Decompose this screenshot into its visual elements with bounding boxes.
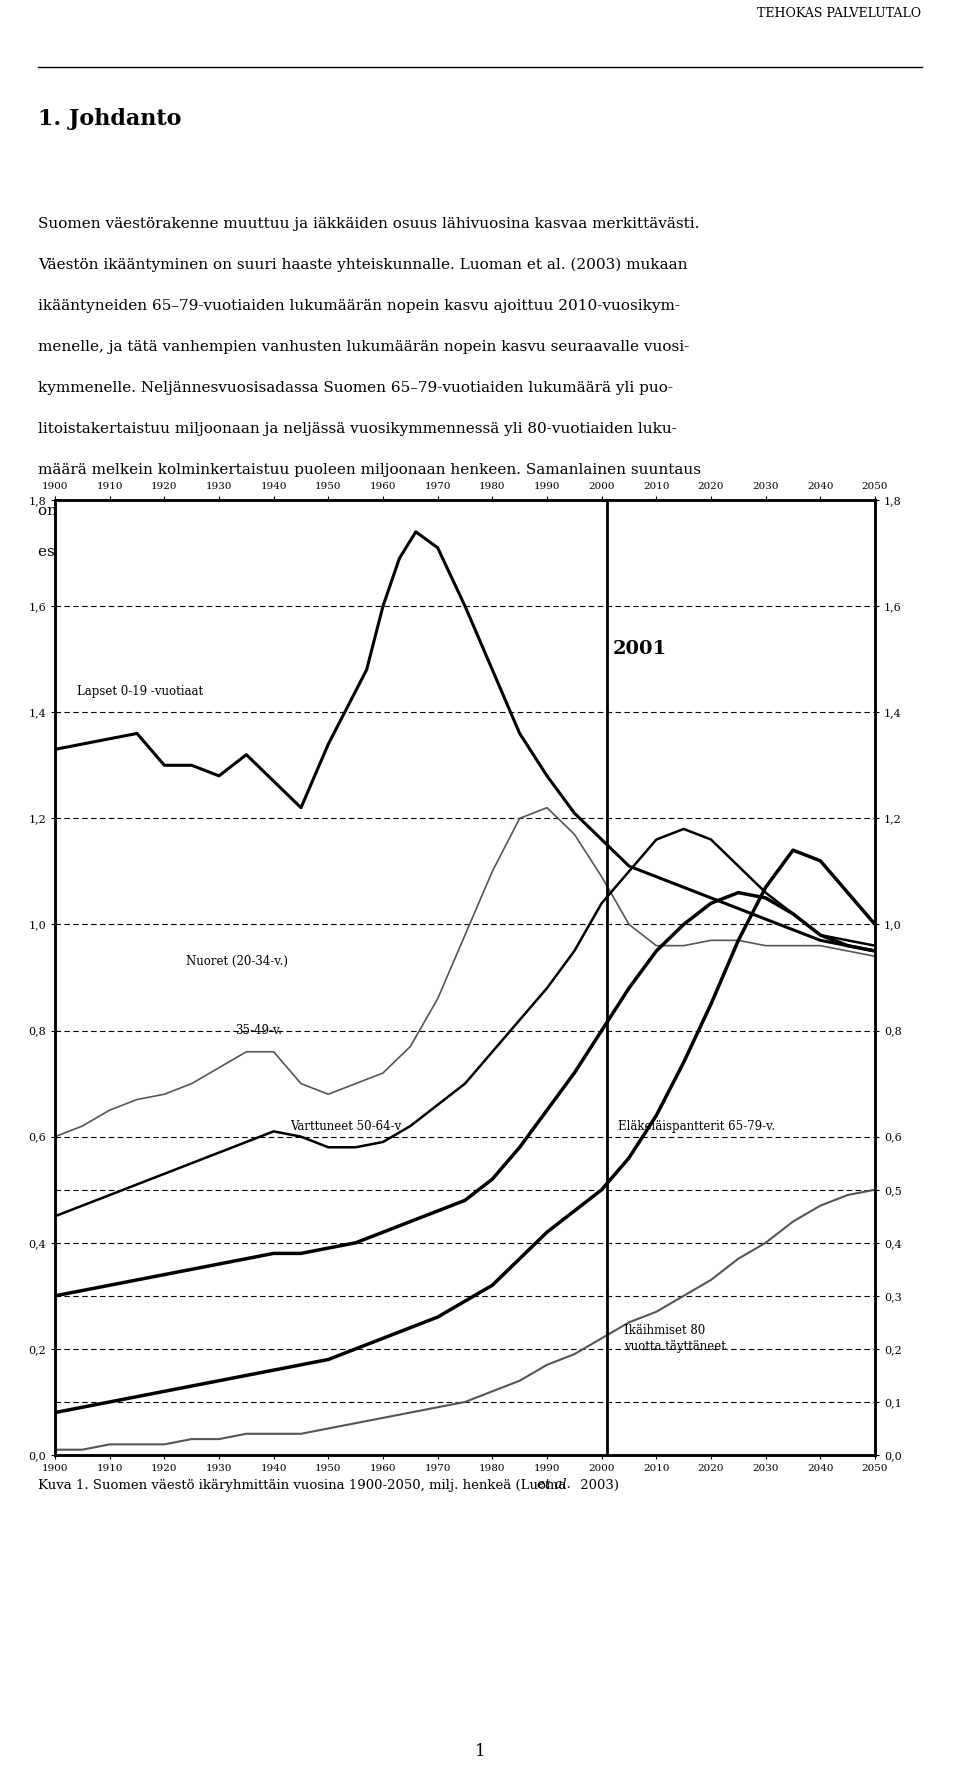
Text: Eläkeläispantterit 65-79-v.: Eläkeläispantterit 65-79-v. xyxy=(618,1120,775,1132)
Text: Kuva 1. Suomen väestö ikäryhmittäin vuosina 1900-2050, milj. henkeä (Luoma: Kuva 1. Suomen väestö ikäryhmittäin vuos… xyxy=(38,1479,571,1491)
Text: 35-49-v.: 35-49-v. xyxy=(235,1023,282,1038)
Text: kymmenelle. Neljännesvuosisadassa Suomen 65–79-vuotiaiden lukumäärä yli puo-: kymmenelle. Neljännesvuosisadassa Suomen… xyxy=(38,380,673,395)
Text: litoistakertaistuu miljoonaan ja neljässä vuosikymmennessä yli 80-vuotiaiden luk: litoistakertaistuu miljoonaan ja neljäss… xyxy=(38,421,677,436)
Text: 2003): 2003) xyxy=(576,1479,619,1491)
Text: Varttuneet 50-64-v: Varttuneet 50-64-v xyxy=(290,1120,401,1132)
Text: TEHOKAS PALVELUTALO: TEHOKAS PALVELUTALO xyxy=(757,7,922,20)
Text: on havaittavissa myös muissa länsimaissa. Kuvassa 1 on esitetty arvio Suomen vä-: on havaittavissa myös muissa länsimaissa… xyxy=(38,504,673,518)
Text: Lapset 0-19 -vuotiaat: Lapset 0-19 -vuotiaat xyxy=(77,684,203,698)
Text: estöstä ikäryhmittäin vuosina 1900-2050.: estöstä ikäryhmittäin vuosina 1900-2050. xyxy=(38,545,359,559)
Text: Ikäihmiset 80
vuotta täyttäneet: Ikäihmiset 80 vuotta täyttäneet xyxy=(624,1323,726,1352)
Text: et al.: et al. xyxy=(538,1479,571,1491)
Text: 2001: 2001 xyxy=(612,639,667,657)
Text: Väestön ikääntyminen on suuri haaste yhteiskunnalle. Luoman et al. (2003) mukaan: Väestön ikääntyminen on suuri haaste yht… xyxy=(38,257,688,271)
Text: Nuoret (20-34-v.): Nuoret (20-34-v.) xyxy=(186,956,288,968)
Text: menelle, ja tätä vanhempien vanhusten lukumäärän nopein kasvu seuraavalle vuosi-: menelle, ja tätä vanhempien vanhusten lu… xyxy=(38,339,689,354)
Text: 1: 1 xyxy=(474,1743,486,1759)
Text: määrä melkein kolminkertaistuu puoleen miljoonaan henkeen. Samanlainen suuntaus: määrä melkein kolminkertaistuu puoleen m… xyxy=(38,463,702,477)
Text: ikääntyneiden 65–79-vuotiaiden lukumäärän nopein kasvu ajoittuu 2010-vuosikym-: ikääntyneiden 65–79-vuotiaiden lukumäärä… xyxy=(38,298,681,313)
Text: Suomen väestörakenne muuttuu ja iäkkäiden osuus lähivuosina kasvaa merkittävästi: Suomen väestörakenne muuttuu ja iäkkäide… xyxy=(38,218,700,230)
Text: 1. Johdanto: 1. Johdanto xyxy=(38,107,181,130)
